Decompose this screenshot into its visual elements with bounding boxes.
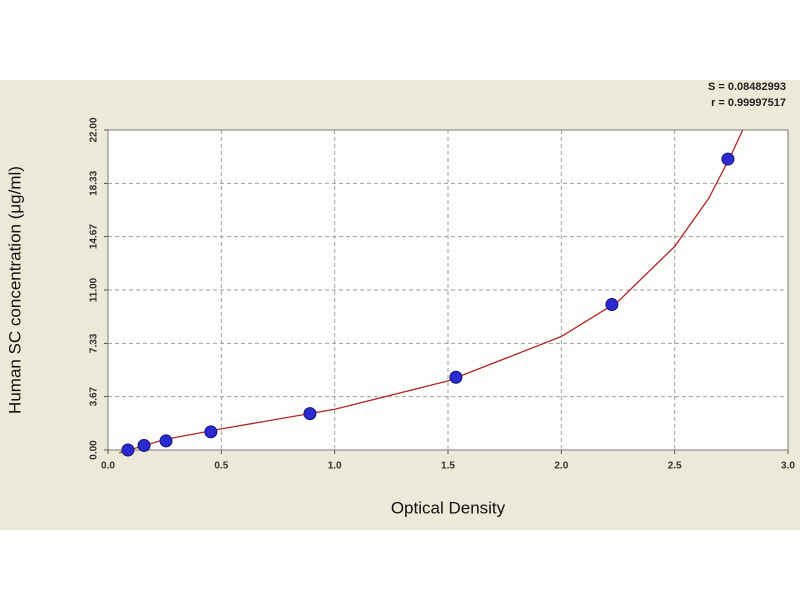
y-tick-label: 7.33: [89, 333, 100, 353]
annotation: r = 0.99997517: [711, 97, 786, 109]
x-tick-label: 2.5: [668, 461, 682, 472]
y-tick-label: 11.00: [89, 277, 100, 302]
data-point: [204, 425, 218, 439]
x-tick-label: 0.0: [101, 461, 115, 472]
x-tick-label: 1.5: [441, 461, 455, 472]
data-point: [121, 443, 135, 457]
y-axis-title: Human SC concentration (μg/ml): [5, 166, 24, 414]
data-point: [159, 434, 173, 448]
data-point: [137, 438, 151, 452]
fit-curve: [119, 129, 744, 454]
y-tick-label: 18.33: [89, 170, 100, 195]
x-tick-label: 0.5: [214, 461, 228, 472]
x-axis-title: Optical Density: [391, 498, 506, 517]
annotation: S = 0.08482993: [708, 81, 786, 93]
x-tick-label: 1.0: [328, 461, 342, 472]
y-tick-label: 14.67: [89, 224, 100, 249]
x-tick-label: 3.0: [781, 461, 795, 472]
y-tick-label: 0.00: [89, 440, 100, 460]
y-tick-label: 3.67: [89, 386, 100, 406]
data-point: [303, 407, 317, 421]
y-tick-label: 22.00: [89, 117, 100, 142]
data-point: [449, 370, 463, 384]
data-point: [605, 298, 619, 312]
x-tick-label: 2.0: [554, 461, 568, 472]
data-point: [721, 152, 735, 166]
